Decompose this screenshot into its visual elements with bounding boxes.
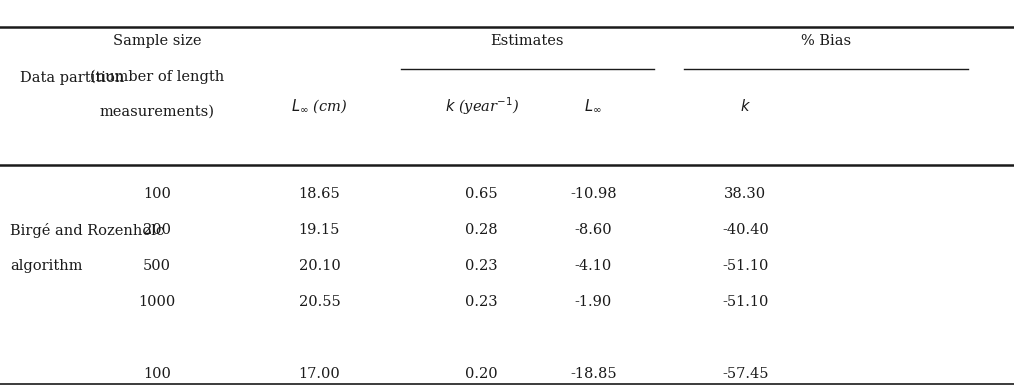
Text: (number of length: (number of length — [90, 69, 224, 83]
Text: 100: 100 — [143, 187, 171, 201]
Text: 100: 100 — [143, 367, 171, 381]
Text: -1.90: -1.90 — [575, 295, 611, 309]
Text: Estimates: Estimates — [491, 34, 564, 48]
Text: 0.28: 0.28 — [465, 223, 498, 237]
Text: -51.10: -51.10 — [722, 295, 769, 309]
Text: algorithm: algorithm — [10, 259, 82, 273]
Text: $L_{\infty}$: $L_{\infty}$ — [584, 98, 602, 114]
Text: 1000: 1000 — [139, 295, 175, 309]
Text: $k$ (year$^{-1}$): $k$ (year$^{-1}$) — [444, 95, 519, 117]
Text: -8.60: -8.60 — [574, 223, 612, 237]
Text: 0.23: 0.23 — [465, 259, 498, 273]
Text: $L_{\infty}$ (cm): $L_{\infty}$ (cm) — [291, 97, 348, 115]
Text: -18.85: -18.85 — [570, 367, 617, 381]
Text: Data partition: Data partition — [20, 71, 125, 85]
Text: Sample size: Sample size — [113, 34, 202, 48]
Text: 38.30: 38.30 — [724, 187, 767, 201]
Text: 17.00: 17.00 — [298, 367, 341, 381]
Text: 0.23: 0.23 — [465, 295, 498, 309]
Text: $k$: $k$ — [740, 98, 750, 114]
Text: 20.10: 20.10 — [298, 259, 341, 273]
Text: -57.45: -57.45 — [722, 367, 769, 381]
Text: 19.15: 19.15 — [299, 223, 340, 237]
Text: 200: 200 — [143, 223, 171, 237]
Text: measurements): measurements) — [99, 105, 215, 119]
Text: 500: 500 — [143, 259, 171, 273]
Text: -4.10: -4.10 — [575, 259, 611, 273]
Text: 18.65: 18.65 — [298, 187, 341, 201]
Text: 20.55: 20.55 — [298, 295, 341, 309]
Text: 0.65: 0.65 — [465, 187, 498, 201]
Text: -51.10: -51.10 — [722, 259, 769, 273]
Text: -40.40: -40.40 — [722, 223, 769, 237]
Text: Birgé and Rozenholc: Birgé and Rozenholc — [10, 223, 164, 238]
Text: 0.20: 0.20 — [465, 367, 498, 381]
Text: % Bias: % Bias — [801, 34, 852, 48]
Text: -10.98: -10.98 — [570, 187, 617, 201]
